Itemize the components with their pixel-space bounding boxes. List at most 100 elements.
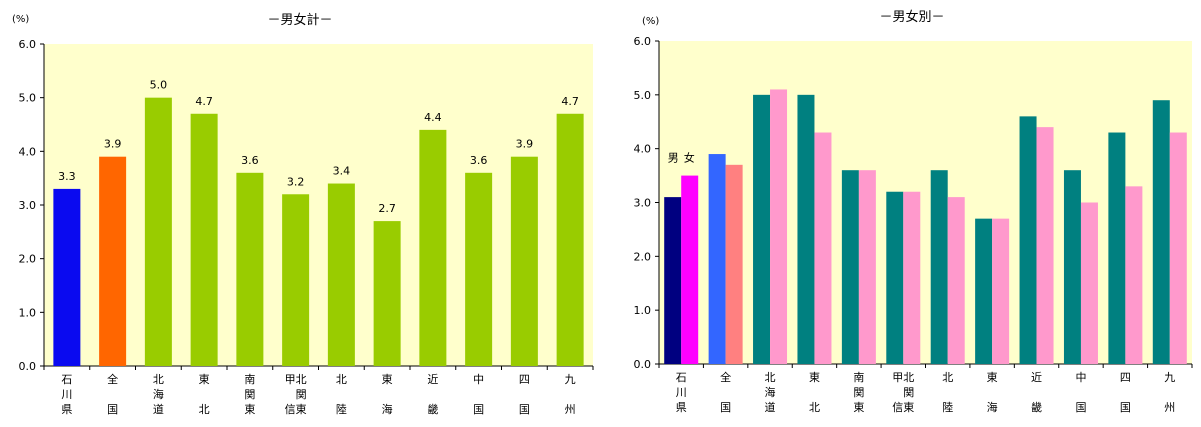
- x-tick-label: 九: [1164, 371, 1175, 384]
- bar-male: [975, 218, 993, 364]
- bar: [99, 156, 127, 366]
- plot-area: [659, 41, 1192, 364]
- bar: [53, 188, 81, 366]
- bar-female: [1080, 202, 1098, 364]
- bar: [144, 97, 172, 367]
- bar-male: [1152, 100, 1170, 364]
- x-tick-label: 全: [720, 370, 731, 384]
- x-tick-label: 関: [853, 386, 864, 399]
- data-label: 2.7: [378, 202, 396, 215]
- x-tick-label: 石: [676, 371, 687, 384]
- bar-female: [770, 89, 788, 364]
- bar-female: [1169, 132, 1187, 364]
- x-tick-label: 陸: [942, 401, 953, 414]
- x-tick-label: 東: [987, 371, 998, 384]
- x-tick-label: 国: [519, 403, 530, 416]
- x-tick-label: 畿: [1031, 400, 1042, 414]
- y-tick-label: 6.0: [19, 38, 37, 51]
- chart-by-gender-panel: －男女別－ (%) 0.0 1.0 2.0 3.0 4.0 5.0 6.0 石川県全国北海道東北南…: [600, 0, 1201, 427]
- bar-female: [903, 191, 921, 364]
- x-tick-label: 中: [473, 373, 484, 386]
- chart-total-panel: －男女計－ (%) 0.0 1.0 2.0 3.0 4.0 5.0 6.0 3.3 石川県 3.9 全国…: [0, 0, 600, 427]
- x-tick-label: 東: [199, 373, 210, 386]
- x-tick-label: 四: [1120, 371, 1131, 384]
- y-tick-label: 1.0: [19, 306, 37, 319]
- data-label: 3.6: [470, 154, 488, 167]
- x-tick-label: 全: [107, 372, 118, 386]
- data-label: 3.6: [241, 154, 259, 167]
- x-tick-label: 州: [565, 403, 576, 416]
- bar: [556, 113, 584, 367]
- bar: [373, 221, 401, 366]
- y-tick-label: 3.0: [634, 197, 652, 210]
- bar-male: [886, 191, 904, 364]
- y-tick-label: 5.0: [634, 89, 652, 102]
- x-tick-label: 九: [565, 373, 576, 386]
- x-tick-label: 北: [942, 371, 953, 384]
- x-tick-label: 信東: [285, 403, 307, 416]
- data-label: 4.7: [195, 95, 213, 108]
- bar-female: [681, 175, 699, 364]
- bar: [190, 113, 218, 367]
- x-tick-label: 海: [153, 387, 164, 401]
- x-tick-label: 関: [892, 386, 914, 399]
- x-tick-label: 北: [809, 401, 820, 414]
- data-label: 5.0: [150, 79, 168, 92]
- y-tick-label: 0.0: [634, 358, 652, 371]
- x-tick-label: 川: [61, 388, 72, 401]
- y-tick-label: 0.0: [19, 360, 37, 373]
- x-tick-label: 国: [107, 403, 118, 416]
- y-tick-label: 1.0: [634, 304, 652, 317]
- bar-male: [797, 94, 815, 364]
- y-tick-label: 2.0: [634, 250, 652, 263]
- bar: [419, 129, 447, 366]
- x-tick-label: 中: [1075, 371, 1086, 384]
- x-tick-label: 川: [676, 386, 687, 399]
- chart-total: －男女計－ (%) 0.0 1.0 2.0 3.0 4.0 5.0 6.0 3.3 石川県 3.9 全国…: [12, 12, 594, 416]
- x-tick-label: 東: [809, 371, 820, 384]
- bar-male: [664, 197, 682, 364]
- bar-female: [725, 164, 743, 364]
- x-tick-label: 国: [720, 401, 731, 414]
- x-tick-label: 南: [853, 371, 864, 384]
- y-tick-label: 5.0: [19, 92, 37, 105]
- bar-male: [708, 154, 726, 364]
- bar-female: [1036, 127, 1054, 364]
- x-tick-label: 道: [765, 400, 776, 414]
- data-label: 3.4: [333, 165, 351, 178]
- x-tick-label: 海: [987, 400, 998, 414]
- x-tick-label: 四: [519, 373, 530, 386]
- x-tick-label: 東: [853, 401, 864, 414]
- x-tick-label: 関: [244, 388, 255, 401]
- x-tick-label: 北: [153, 373, 164, 386]
- data-label: 4.4: [424, 111, 442, 124]
- x-tick-label: 石: [61, 373, 72, 386]
- x-tick-label: 道: [153, 402, 164, 416]
- data-label: 4.7: [561, 95, 579, 108]
- bar: [465, 172, 493, 366]
- x-tick-label: 東: [244, 403, 255, 416]
- bar-female: [1125, 186, 1143, 364]
- bar-male: [841, 170, 859, 364]
- chart-title: －男女別－: [879, 9, 944, 25]
- x-tick-label: 信東: [892, 401, 914, 414]
- x-tick-label: 北: [199, 403, 210, 416]
- x-tick-label: 州: [1164, 401, 1175, 414]
- data-label: 3.9: [516, 138, 534, 151]
- data-label: 3.2: [287, 175, 305, 188]
- bar-male: [753, 94, 771, 364]
- x-tick-label: 国: [473, 403, 484, 416]
- x-tick-label: 陸: [336, 403, 347, 416]
- x-tick-label: 東: [382, 373, 393, 386]
- x-tick-label: 南: [244, 373, 255, 386]
- bar-male: [1019, 116, 1037, 364]
- series-annotation: 女: [684, 151, 695, 165]
- y-tick-label: 6.0: [634, 35, 652, 48]
- bar: [510, 156, 538, 366]
- data-label: 3.3: [58, 170, 76, 183]
- y-tick-label: 2.0: [19, 253, 37, 266]
- y-tick-label: 4.0: [19, 145, 37, 158]
- x-tick-label: 県: [676, 401, 687, 414]
- x-tick-label: 甲北: [892, 371, 914, 384]
- bar-male: [1108, 132, 1126, 364]
